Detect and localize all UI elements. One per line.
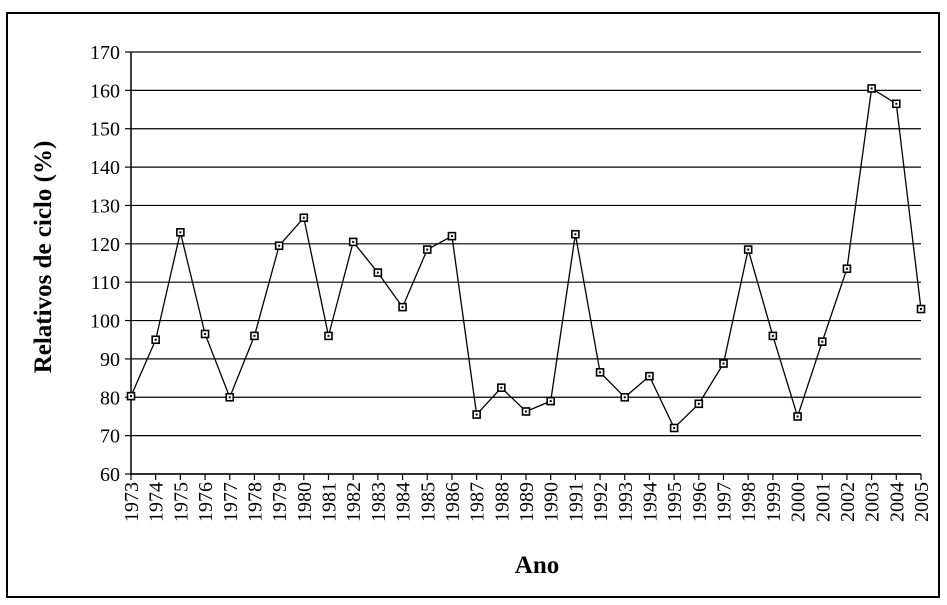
y-tick-label: 110 xyxy=(91,272,120,294)
y-tick-label: 80 xyxy=(100,387,120,409)
data-point-center xyxy=(673,426,676,429)
y-tick-labels: 60 70 80 90 100 110 120 130 140 150 160 170 xyxy=(90,42,131,486)
data-point-center xyxy=(697,402,700,405)
x-tick-label: 1988 xyxy=(491,482,513,522)
x-tick-label: 1992 xyxy=(590,482,612,522)
x-tick-label: 1996 xyxy=(689,482,711,522)
y-tick-label: 60 xyxy=(100,464,120,486)
x-tick-label: 1986 xyxy=(442,482,464,522)
data-point-center xyxy=(154,338,157,341)
x-tick-label: 2000 xyxy=(788,482,810,522)
data-point-center xyxy=(500,386,503,389)
data-point-center xyxy=(401,306,404,309)
x-tick-label: 1984 xyxy=(393,482,415,522)
data-point-center xyxy=(599,371,602,374)
x-tick-label: 2004 xyxy=(886,482,908,522)
data-point-center xyxy=(352,240,355,243)
data-point-center xyxy=(450,235,453,238)
x-tick-label: 1981 xyxy=(319,482,341,522)
y-tick-label: 160 xyxy=(90,80,120,102)
y-tick-label: 140 xyxy=(90,157,120,179)
y-tick-label: 100 xyxy=(90,311,120,333)
data-point-center xyxy=(648,375,651,378)
x-tick-label: 1994 xyxy=(639,482,661,522)
y-tick-label: 170 xyxy=(90,42,120,64)
x-tick-label: 1975 xyxy=(170,482,192,522)
data-point-center xyxy=(475,413,478,416)
y-axis-label: Relativos de ciclo (%) xyxy=(30,141,57,374)
x-tick-label: 1973 xyxy=(121,482,143,522)
x-tick-label: 1982 xyxy=(343,482,365,522)
x-axis-label: Ano xyxy=(515,552,559,579)
data-point-center xyxy=(525,410,527,413)
data-point-center xyxy=(623,396,626,399)
data-point-center xyxy=(204,332,207,335)
data-point-center xyxy=(278,244,281,247)
x-tick-label: 1999 xyxy=(763,482,785,522)
data-point-center xyxy=(376,271,379,274)
x-tick-label: 1989 xyxy=(516,482,538,522)
data-point-center xyxy=(179,231,182,234)
data-point-center xyxy=(796,415,799,418)
y-tick-label: 120 xyxy=(90,234,120,256)
data-point-center xyxy=(895,102,898,105)
x-tick-label: 1993 xyxy=(615,482,637,522)
x-tick-label: 1995 xyxy=(664,482,686,522)
data-point-center xyxy=(821,340,824,343)
data-point-center xyxy=(302,216,305,219)
data-point-center xyxy=(771,334,774,337)
x-tick-label: 1980 xyxy=(294,482,316,522)
series-line xyxy=(130,87,922,430)
x-tick-label: 1977 xyxy=(220,482,242,522)
x-tick-label: 2002 xyxy=(837,482,859,522)
axes xyxy=(130,52,921,475)
x-tick-label: 2003 xyxy=(862,482,884,522)
x-tick-label: 1983 xyxy=(368,482,390,522)
data-point-center xyxy=(845,267,848,270)
data-point-center xyxy=(920,308,922,311)
data-point-center xyxy=(747,248,750,251)
y-tick-label: 150 xyxy=(90,119,120,141)
x-tick-label: 1979 xyxy=(269,482,291,522)
x-tick-label: 1976 xyxy=(195,482,217,522)
x-tick-label: 1997 xyxy=(714,482,736,522)
x-tick-label: 1990 xyxy=(541,482,563,522)
data-markers xyxy=(126,84,926,433)
x-tick-labels: 1973 1974 1975 1976 1977 1978 1979 1980 1981 1982… xyxy=(121,474,933,522)
data-point-center xyxy=(130,395,132,398)
data-point-center xyxy=(549,400,552,403)
x-tick-label: 2005 xyxy=(911,482,933,522)
x-tick-label: 1978 xyxy=(244,482,266,522)
x-tick-label: 1985 xyxy=(417,482,439,522)
x-tick-label: 1991 xyxy=(565,482,587,522)
y-tick-label: 90 xyxy=(100,349,120,371)
data-point-center xyxy=(327,334,330,337)
data-point-center xyxy=(574,233,577,236)
data-point-center xyxy=(426,248,429,251)
x-tick-label: 1998 xyxy=(738,482,760,522)
x-tick-label: 1987 xyxy=(467,482,489,522)
x-tick-label: 2001 xyxy=(812,482,834,522)
data-point-center xyxy=(870,87,873,90)
data-point-center xyxy=(722,362,725,365)
data-point-center xyxy=(228,396,231,399)
data-point-center xyxy=(253,334,256,337)
y-tick-label: 130 xyxy=(90,195,120,217)
x-tick-label: 1974 xyxy=(146,482,168,522)
chart-frame xyxy=(6,12,940,598)
y-tick-label: 70 xyxy=(100,426,120,448)
